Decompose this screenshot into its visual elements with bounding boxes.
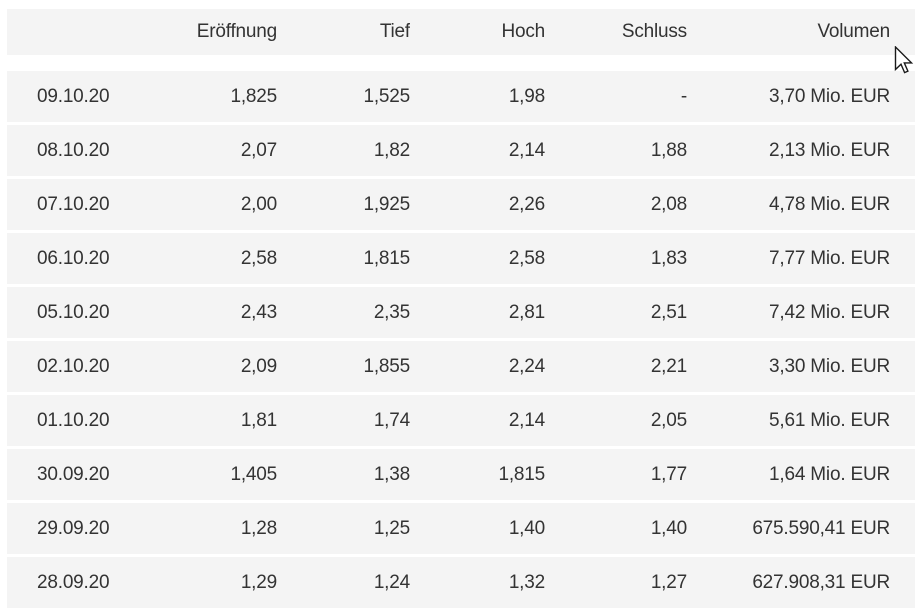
volume-cell: 2,13 Mio. EUR [769,139,890,161]
date-cell: 01.10.20 [37,409,110,431]
volume-cell: 3,70 Mio. EUR [769,85,890,107]
volume-cell: 7,77 Mio. EUR [769,247,890,269]
table-row: 06.10.20 2,58 1,815 2,58 1,83 7,77 Mio. … [7,233,915,284]
low-cell: 1,24 [373,571,410,593]
high-cell: 1,32 [508,571,545,593]
volume-cell: 4,78 Mio. EUR [769,193,890,215]
table-row: 01.10.20 1,81 1,74 2,14 2,05 5,61 Mio. E… [7,395,915,446]
close-cell: 2,05 [650,409,687,431]
date-cell: 09.10.20 [37,85,110,107]
table-header-row: Eröffnung Tief Hoch Schluss Volumen [7,9,915,55]
header-high: Hoch [501,21,545,42]
close-cell: 2,21 [650,355,687,377]
low-cell: 1,525 [363,85,410,107]
date-cell: 30.09.20 [37,463,110,485]
volume-cell: 7,42 Mio. EUR [769,301,890,323]
close-cell: 2,51 [650,301,687,323]
table-row: 29.09.20 1,28 1,25 1,40 1,40 675.590,41 … [7,503,915,554]
low-cell: 2,35 [373,301,410,323]
low-cell: 1,25 [373,517,410,539]
open-cell: 1,29 [240,571,277,593]
open-cell: 1,825 [230,85,277,107]
volume-cell: 627.908,31 EUR [752,571,890,593]
low-cell: 1,925 [363,193,410,215]
date-cell: 07.10.20 [37,193,110,215]
table-row: 07.10.20 2,00 1,925 2,26 2,08 4,78 Mio. … [7,179,915,230]
date-cell: 06.10.20 [37,247,110,269]
date-cell: 02.10.20 [37,355,110,377]
table-row: 05.10.20 2,43 2,35 2,81 2,51 7,42 Mio. E… [7,287,915,338]
date-cell: 28.09.20 [37,571,110,593]
open-cell: 1,405 [230,463,277,485]
close-cell: 1,88 [650,139,687,161]
open-cell: 1,28 [240,517,277,539]
high-cell: 2,81 [508,301,545,323]
table-row: 09.10.20 1,825 1,525 1,98 - 3,70 Mio. EU… [7,71,915,122]
table-row: 02.10.20 2,09 1,855 2,24 2,21 3,30 Mio. … [7,341,915,392]
header-low: Tief [379,21,410,42]
low-cell: 1,82 [373,139,410,161]
close-cell: 1,27 [650,571,687,593]
high-cell: 2,58 [508,247,545,269]
volume-cell: 3,30 Mio. EUR [769,355,890,377]
date-cell: 08.10.20 [37,139,110,161]
low-cell: 1,74 [373,409,410,431]
high-cell: 2,24 [508,355,545,377]
open-cell: 2,43 [240,301,277,323]
header-close: Schluss [621,21,687,42]
open-cell: 2,58 [240,247,277,269]
open-cell: 1,81 [240,409,277,431]
high-cell: 2,14 [508,139,545,161]
open-cell: 2,00 [240,193,277,215]
header-open: Eröffnung [196,21,277,42]
date-cell: 29.09.20 [37,517,110,539]
date-cell: 05.10.20 [37,301,110,323]
open-cell: 2,09 [240,355,277,377]
volume-cell: 5,61 Mio. EUR [769,409,890,431]
table-row: 08.10.20 2,07 1,82 2,14 1,88 2,13 Mio. E… [7,125,915,176]
high-cell: 2,14 [508,409,545,431]
low-cell: 1,815 [363,247,410,269]
close-cell: 1,40 [650,517,687,539]
high-cell: 2,26 [508,193,545,215]
volume-cell: 1,64 Mio. EUR [769,463,890,485]
low-cell: 1,855 [363,355,410,377]
volume-cell: 675.590,41 EUR [752,517,890,539]
price-history-table: Eröffnung Tief Hoch Schluss Volumen 09.1… [7,9,915,611]
header-volume: Volumen [817,21,890,42]
high-cell: 1,815 [498,463,545,485]
high-cell: 1,40 [508,517,545,539]
table-row: 28.09.20 1,29 1,24 1,32 1,27 627.908,31 … [7,557,915,608]
close-cell: - [680,85,687,107]
close-cell: 1,83 [650,247,687,269]
close-cell: 1,77 [650,463,687,485]
close-cell: 2,08 [650,193,687,215]
low-cell: 1,38 [373,463,410,485]
open-cell: 2,07 [240,139,277,161]
high-cell: 1,98 [508,85,545,107]
table-row: 30.09.20 1,405 1,38 1,815 1,77 1,64 Mio.… [7,449,915,500]
